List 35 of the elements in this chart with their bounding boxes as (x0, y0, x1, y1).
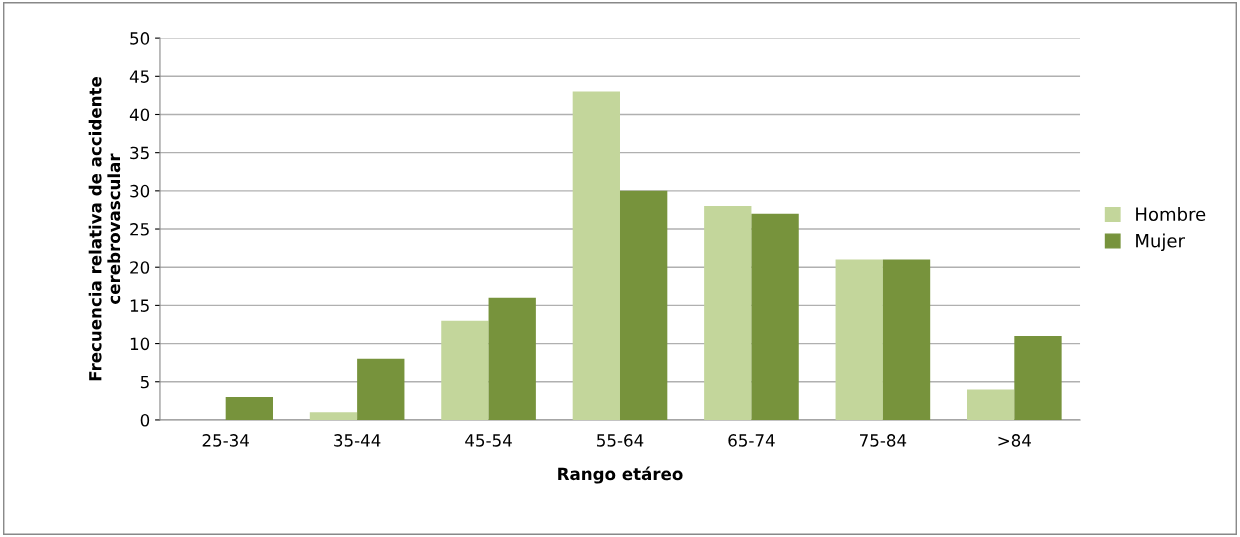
y-tick-label: 30 (130, 184, 150, 198)
y-tick-label: 15 (130, 299, 149, 312)
y-tick-label: 5 (140, 375, 149, 389)
x-tick-label: 75-84 (860, 434, 907, 447)
bar (225, 397, 273, 420)
x-tick-label: 45-54 (465, 434, 512, 447)
bar (835, 259, 883, 420)
y-tick-label: 40 (129, 108, 150, 122)
bar (488, 297, 536, 420)
bar (1014, 335, 1062, 420)
x-axis-title: Rango etáreo (558, 466, 683, 484)
y-tick-label: 10 (130, 337, 150, 351)
bar (620, 190, 668, 420)
bar (751, 213, 799, 420)
legend-label: Mujer (1136, 233, 1185, 252)
x-tick-label: >84 (998, 434, 1031, 447)
y-axis-title: Frecuencia relativa de accidente cerebrovascular (88, 77, 121, 381)
y-tick-label: 50 (130, 32, 150, 45)
x-tick-label: 65-74 (728, 434, 775, 447)
bar (967, 389, 1015, 420)
bar (357, 358, 405, 420)
x-tick-label: 25-34 (202, 434, 249, 447)
legend-label: Hombre (1136, 207, 1206, 222)
y-tick-label: 45 (129, 70, 149, 83)
bar (704, 206, 752, 420)
x-tick-label: 55-64 (597, 434, 644, 447)
bar (882, 259, 931, 420)
bar (309, 412, 358, 420)
bar (572, 91, 620, 420)
y-tick-label: 0 (140, 413, 150, 427)
y-tick-label: 25 (130, 222, 149, 236)
y-tick-label: 20 (130, 261, 150, 274)
bar (441, 320, 489, 420)
y-tick-label: 35 (130, 146, 149, 160)
x-tick-label: 35-44 (334, 434, 381, 447)
